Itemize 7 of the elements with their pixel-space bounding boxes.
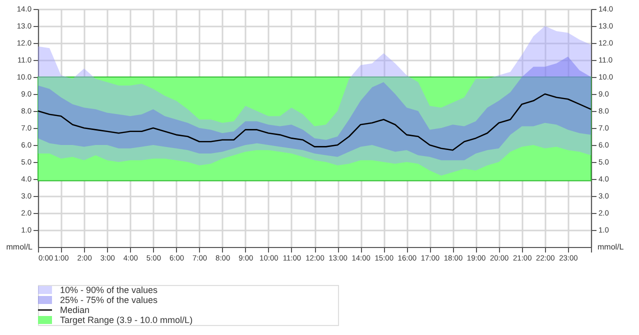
y-axis-title: mmol/L [6,242,34,252]
legend-label: 10% - 90% of the values [60,285,158,295]
legend-label: Median [60,305,90,315]
y2-axis-title: mmol/L [598,242,624,252]
legend-label: Target Range (3.9 - 10.0 mmol/L) [60,315,193,325]
legend-label: 25% - 75% of the values [60,295,158,305]
line-series [37,93,592,151]
